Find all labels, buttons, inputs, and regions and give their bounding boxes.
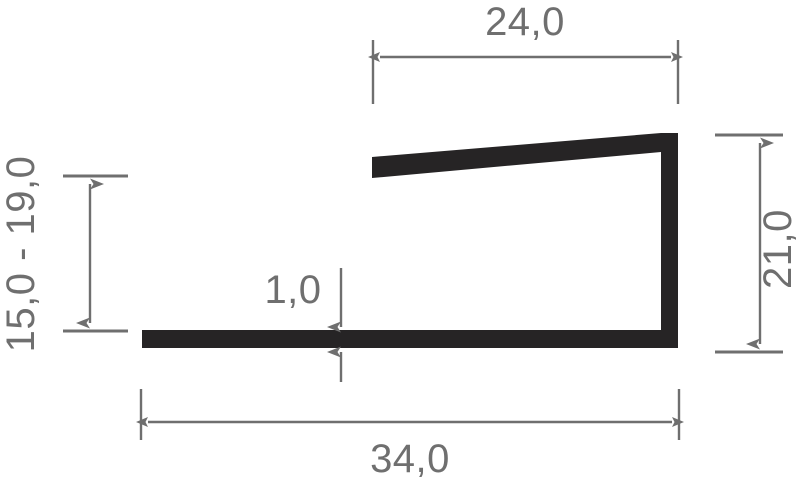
profile-cross-section xyxy=(142,133,678,348)
dimension-overall-width: 34,0 xyxy=(136,389,684,480)
dim-label-thickness: 1,0 xyxy=(264,268,321,312)
profile-vertical-web xyxy=(661,133,678,348)
profile-angled-arm xyxy=(372,133,661,178)
dimension-thickness: 1,0 xyxy=(264,268,343,382)
dim-label-overall-width: 34,0 xyxy=(370,437,450,480)
dim-label-overall-height: 21,0 xyxy=(756,209,800,289)
dimension-overall-height: 21,0 xyxy=(715,133,800,354)
dimension-opening-height: 15,0 - 19,0 xyxy=(0,156,128,353)
dim-label-top-width: 24,0 xyxy=(485,0,565,44)
dimension-top-width: 24,0 xyxy=(368,0,683,104)
profile-bottom-flange xyxy=(142,330,678,348)
dim-label-opening-height: 15,0 - 19,0 xyxy=(0,156,43,353)
